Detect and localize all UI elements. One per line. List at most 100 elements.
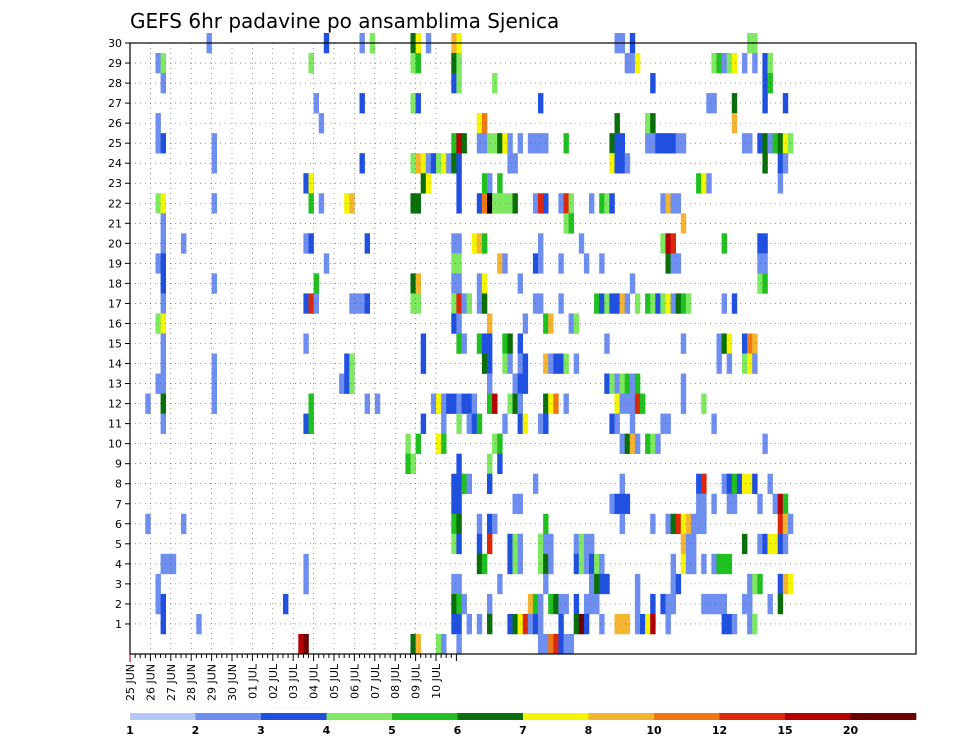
data-cell bbox=[614, 153, 620, 174]
data-cell bbox=[476, 533, 483, 555]
y-tick-label: 13 bbox=[108, 378, 122, 391]
colorbar-label: 10 bbox=[646, 724, 662, 737]
y-tick-label: 18 bbox=[108, 277, 122, 290]
data-cell bbox=[497, 193, 503, 214]
data-cell bbox=[675, 293, 682, 314]
data-cell bbox=[456, 413, 462, 434]
data-cell bbox=[747, 353, 753, 374]
data-cell bbox=[415, 273, 421, 294]
data-cell bbox=[160, 353, 166, 374]
data-cell bbox=[481, 193, 488, 214]
data-cell bbox=[543, 633, 549, 655]
data-cell bbox=[364, 393, 370, 414]
colorbar-label: 15 bbox=[777, 724, 792, 737]
data-cell bbox=[441, 633, 447, 655]
data-cell bbox=[211, 353, 217, 374]
data-cell bbox=[155, 53, 161, 74]
data-cell bbox=[160, 273, 166, 294]
data-cell bbox=[721, 333, 727, 354]
data-cell bbox=[614, 613, 620, 635]
data-cell bbox=[563, 193, 569, 214]
data-cell bbox=[451, 533, 457, 555]
data-cell bbox=[308, 413, 314, 434]
data-cell bbox=[349, 373, 355, 394]
plot-frame bbox=[129, 42, 917, 655]
colorbar-label: 7 bbox=[519, 724, 527, 737]
data-cell bbox=[451, 253, 457, 274]
data-cell bbox=[344, 353, 350, 374]
data-cell bbox=[604, 293, 610, 314]
data-cell bbox=[451, 73, 457, 94]
data-cell bbox=[481, 273, 488, 294]
data-cell bbox=[563, 593, 569, 615]
data-cell bbox=[665, 193, 671, 214]
data-cell bbox=[650, 513, 656, 535]
data-cell bbox=[487, 193, 493, 214]
data-cell bbox=[619, 133, 625, 154]
y-tick-label: 11 bbox=[108, 418, 122, 431]
data-cell bbox=[461, 133, 467, 154]
data-cell bbox=[487, 513, 493, 535]
data-cell bbox=[420, 413, 427, 434]
data-cell bbox=[476, 293, 483, 314]
data-cell bbox=[634, 53, 641, 74]
data-cell bbox=[308, 53, 314, 74]
data-cell bbox=[589, 193, 595, 214]
data-cell bbox=[344, 373, 350, 394]
data-cell bbox=[374, 393, 381, 414]
data-cell bbox=[568, 313, 574, 334]
data-cell bbox=[624, 393, 631, 414]
data-cell bbox=[303, 573, 309, 595]
data-cell bbox=[456, 593, 462, 615]
data-cell bbox=[410, 53, 416, 74]
data-cell bbox=[614, 133, 620, 154]
data-cell bbox=[456, 253, 462, 274]
data-cell bbox=[696, 173, 702, 194]
data-cell bbox=[481, 553, 488, 575]
data-cell bbox=[451, 573, 457, 595]
data-cell bbox=[446, 153, 452, 174]
data-cell bbox=[675, 513, 682, 535]
data-cell bbox=[670, 233, 676, 254]
data-cell bbox=[211, 373, 217, 394]
data-cell bbox=[211, 193, 217, 214]
data-cell bbox=[701, 393, 707, 414]
data-cell bbox=[578, 233, 585, 254]
data-cell bbox=[308, 193, 314, 214]
data-cell bbox=[660, 293, 666, 314]
data-cell bbox=[461, 473, 467, 495]
data-cell bbox=[604, 333, 610, 354]
data-cell bbox=[553, 633, 559, 655]
data-cell bbox=[451, 233, 457, 254]
data-cell bbox=[155, 133, 161, 154]
data-cell bbox=[701, 493, 707, 515]
data-cell bbox=[441, 433, 447, 454]
data-cell bbox=[481, 233, 488, 254]
data-cell bbox=[634, 593, 641, 615]
data-cell bbox=[492, 433, 498, 454]
data-cell bbox=[456, 533, 462, 555]
data-cell bbox=[160, 253, 166, 274]
data-cell bbox=[742, 593, 748, 615]
data-cell bbox=[624, 293, 631, 314]
data-cell bbox=[451, 513, 457, 535]
data-cell bbox=[594, 573, 600, 595]
data-cell bbox=[721, 593, 727, 615]
x-tick-label: 02 JUL bbox=[267, 663, 280, 699]
x-tick-label: 10 JUL bbox=[430, 663, 443, 699]
data-cell bbox=[492, 73, 498, 94]
data-cell bbox=[476, 113, 483, 134]
data-cell bbox=[145, 393, 151, 414]
data-cell bbox=[303, 293, 309, 314]
data-cell bbox=[497, 133, 503, 154]
data-cell bbox=[573, 613, 580, 635]
data-cell bbox=[451, 613, 457, 635]
data-cell bbox=[364, 293, 370, 314]
data-cell bbox=[731, 113, 738, 134]
data-cell bbox=[640, 393, 646, 414]
data-cell bbox=[731, 293, 738, 314]
data-cell bbox=[604, 373, 610, 394]
data-cell bbox=[196, 613, 202, 635]
data-cell bbox=[619, 393, 625, 414]
